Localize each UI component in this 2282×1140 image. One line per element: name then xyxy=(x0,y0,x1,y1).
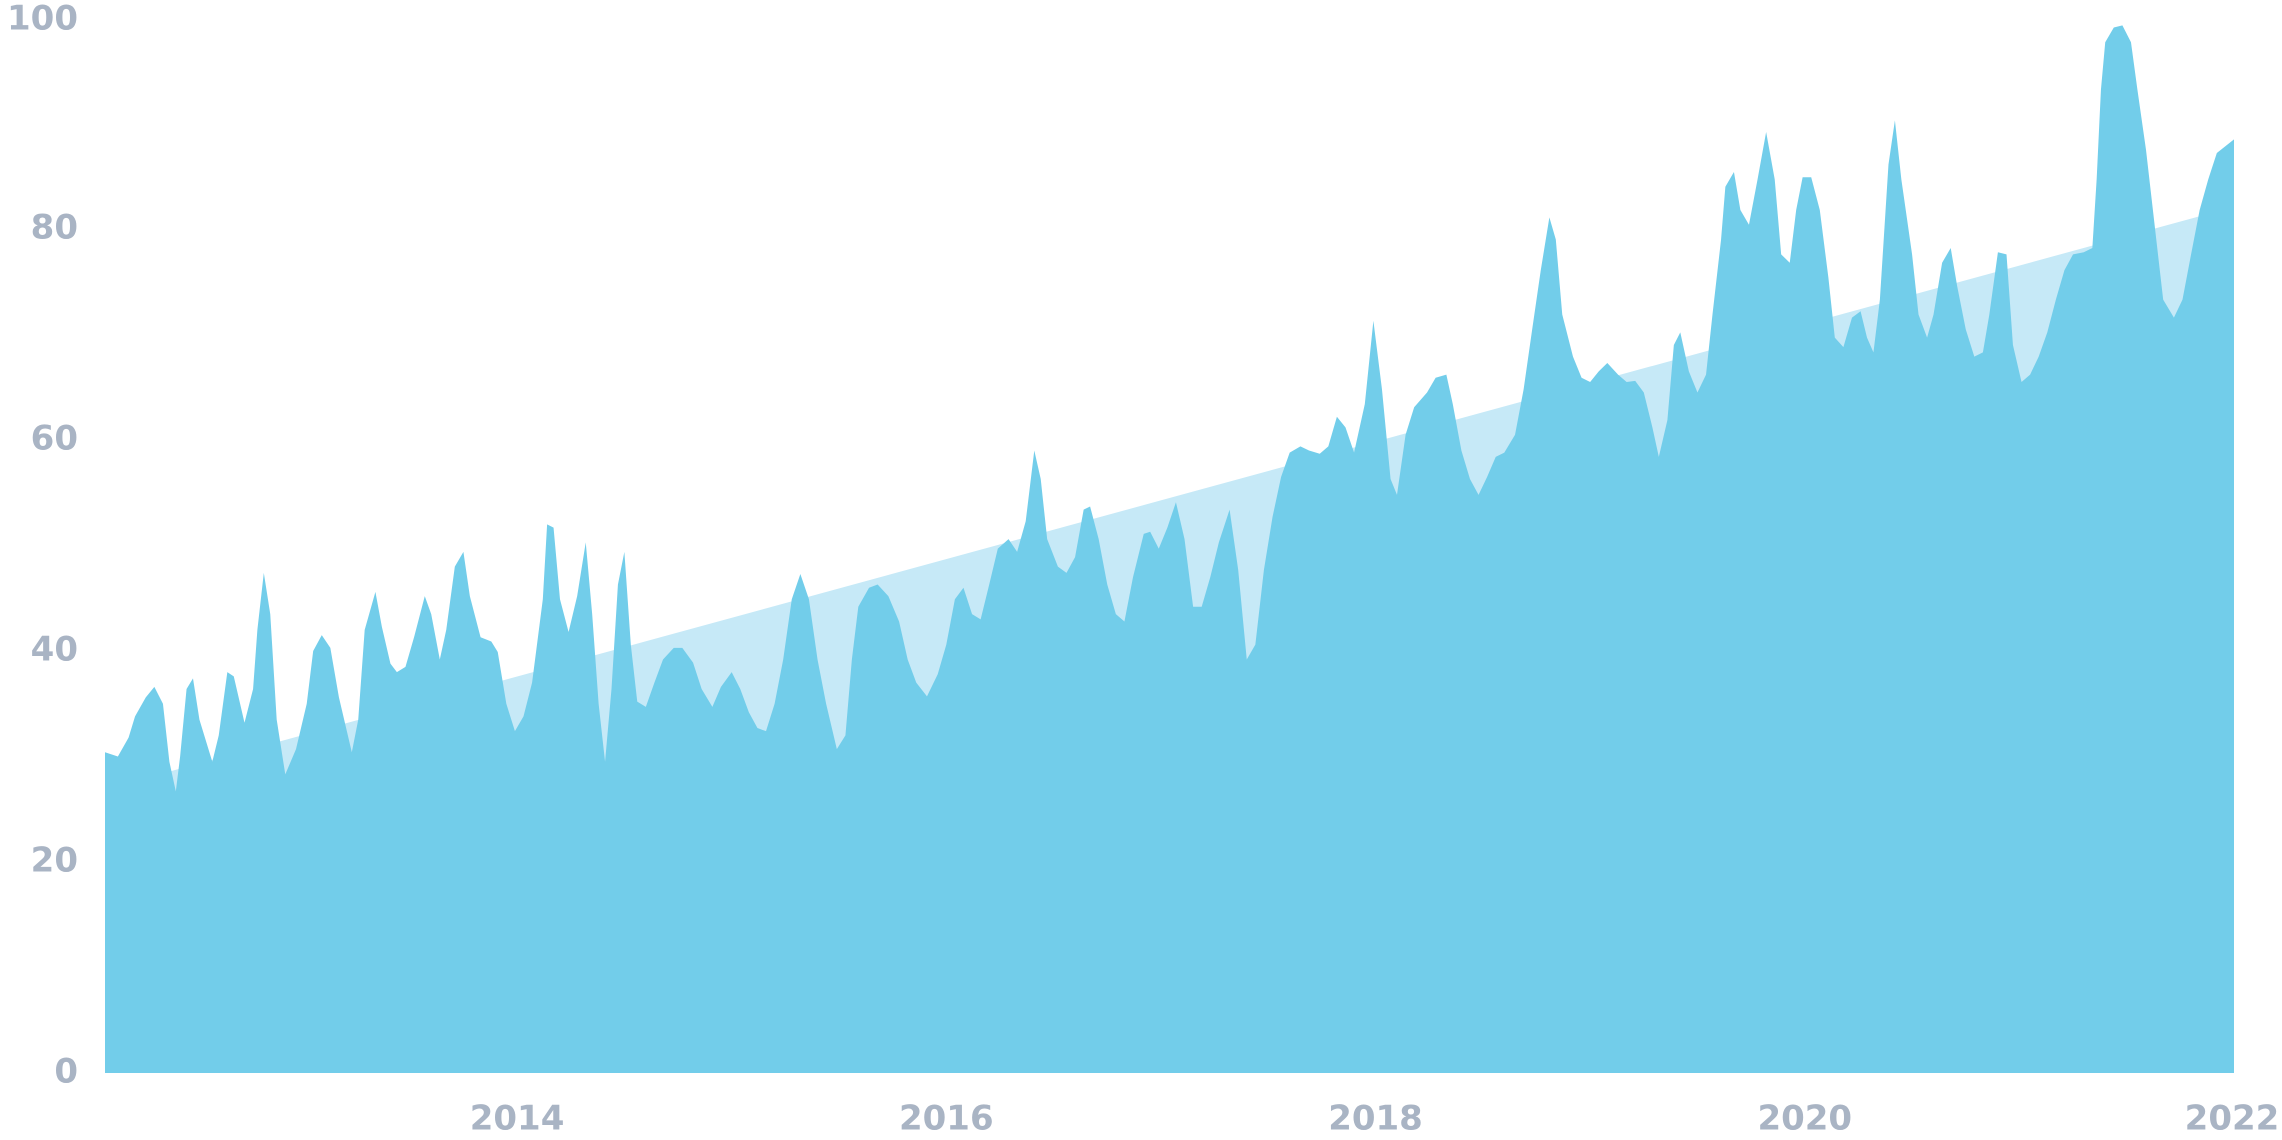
y-tick-label: 20 xyxy=(31,841,78,881)
x-tick-label: 2022 xyxy=(2185,1099,2280,1139)
y-tick-label: 60 xyxy=(31,419,78,459)
area xyxy=(105,25,2234,1073)
x-tick-label: 2014 xyxy=(470,1099,565,1139)
y-tick-label: 0 xyxy=(54,1052,78,1092)
y-tick-label: 80 xyxy=(31,208,78,248)
y-tick-label: 100 xyxy=(7,0,78,39)
x-tick-label: 2020 xyxy=(1757,1099,1852,1139)
x-tick-label: 2018 xyxy=(1328,1099,1423,1139)
y-tick-label: 40 xyxy=(31,630,78,670)
x-tick-label: 2016 xyxy=(899,1099,994,1139)
